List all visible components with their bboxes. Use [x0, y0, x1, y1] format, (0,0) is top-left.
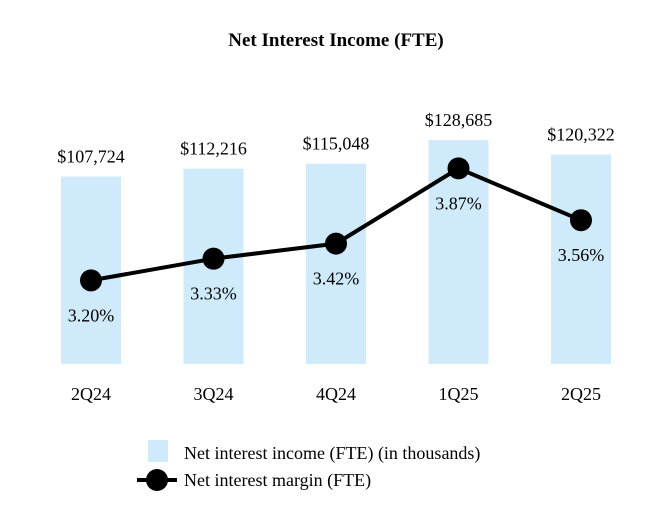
bar-value-label-4Q24: $115,048 [303, 134, 370, 154]
x-tick-label-3Q24: 3Q24 [194, 384, 234, 404]
bar-value-label-3Q24: $112,216 [180, 139, 247, 159]
bar-4Q24 [306, 163, 366, 364]
x-tick-label-2Q25: 2Q25 [561, 384, 601, 404]
legend-bar-label: Net interest income (FTE) (in thousands) [184, 443, 480, 464]
margin-value-label-2Q24: 3.20% [68, 305, 115, 325]
legend-bar-swatch [148, 440, 168, 462]
x-tick-label-2Q24: 2Q24 [71, 384, 111, 404]
bar-value-label-1Q25: $128,685 [425, 110, 493, 130]
margin-point-1Q25 [447, 157, 470, 180]
margin-point-4Q24 [325, 232, 347, 255]
margin-value-label-2Q25: 3.56% [558, 245, 605, 265]
margin-value-label-1Q25: 3.87% [435, 193, 482, 213]
margin-value-label-4Q24: 3.42% [313, 269, 360, 289]
margin-point-2Q24 [80, 269, 102, 292]
bar-value-label-2Q25: $120,322 [547, 125, 615, 145]
margin-point-2Q25 [570, 209, 592, 232]
x-tick-label-1Q25: 1Q25 [439, 384, 479, 404]
bar-value-label-2Q24: $107,724 [57, 146, 125, 166]
x-axis-ticks: 2Q24 3Q24 4Q24 1Q25 2Q25 [71, 384, 601, 404]
legend-line-label: Net interest margin (FTE) [184, 470, 371, 491]
bar-2Q25 [551, 154, 611, 364]
labels-layer: $107,724 $112,216 $115,048 $128,685 $120,322… [57, 110, 615, 325]
margin-value-label-3Q24: 3.33% [190, 284, 237, 304]
chart-title: Net Interest Income (FTE) [228, 30, 443, 51]
margin-point-3Q24 [202, 247, 225, 270]
x-tick-label-4Q24: 4Q24 [316, 384, 356, 404]
legend: Net interest income (FTE) (in thousands)… [137, 440, 480, 491]
legend-line-marker [146, 469, 168, 491]
margin-line-layer [80, 157, 592, 292]
